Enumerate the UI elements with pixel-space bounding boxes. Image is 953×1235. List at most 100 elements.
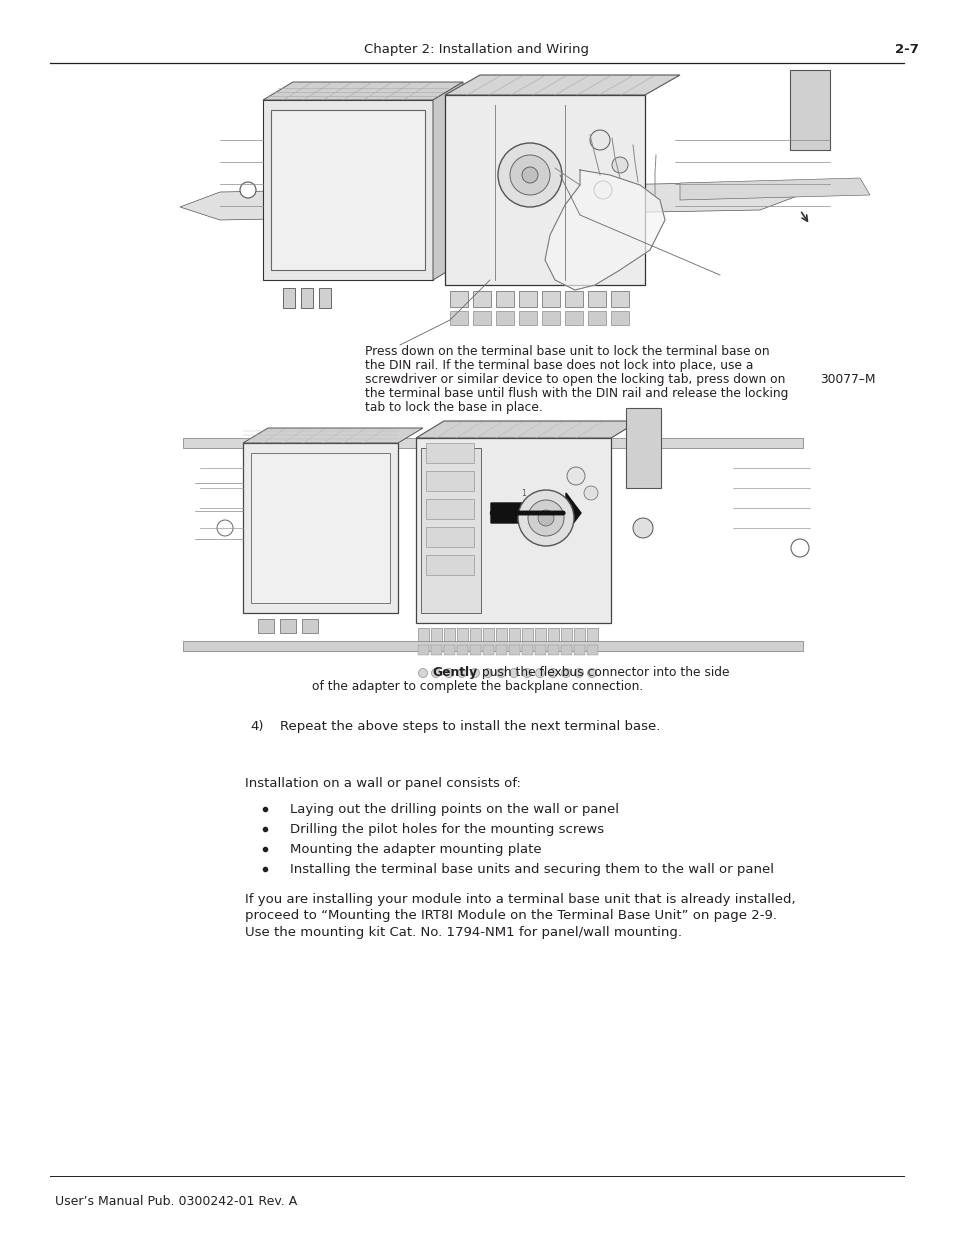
- Text: 2-7: 2-7: [894, 43, 918, 56]
- FancyBboxPatch shape: [547, 645, 558, 655]
- Polygon shape: [491, 493, 580, 534]
- FancyBboxPatch shape: [560, 645, 572, 655]
- FancyBboxPatch shape: [574, 645, 584, 655]
- FancyBboxPatch shape: [496, 645, 506, 655]
- Circle shape: [431, 668, 440, 678]
- Polygon shape: [679, 178, 869, 200]
- FancyBboxPatch shape: [257, 619, 274, 634]
- FancyBboxPatch shape: [456, 629, 468, 641]
- Text: screwdriver or similar device to open the locking tab, press down on: screwdriver or similar device to open th…: [365, 373, 784, 387]
- Text: Use the mounting kit Cat. No. 1794-NM1 for panel/wall mounting.: Use the mounting kit Cat. No. 1794-NM1 f…: [245, 926, 681, 939]
- Circle shape: [561, 668, 570, 678]
- FancyBboxPatch shape: [521, 645, 533, 655]
- Polygon shape: [416, 421, 639, 438]
- FancyBboxPatch shape: [426, 471, 474, 492]
- FancyBboxPatch shape: [509, 629, 519, 641]
- Text: 30077–M: 30077–M: [820, 373, 875, 387]
- Circle shape: [790, 538, 808, 557]
- Polygon shape: [183, 438, 802, 448]
- Circle shape: [444, 668, 453, 678]
- FancyBboxPatch shape: [302, 619, 317, 634]
- FancyBboxPatch shape: [271, 110, 424, 270]
- Text: push the flexbus connector into the side: push the flexbus connector into the side: [477, 666, 729, 679]
- Text: 1: 1: [521, 489, 526, 498]
- FancyBboxPatch shape: [444, 95, 644, 285]
- Circle shape: [548, 668, 557, 678]
- Text: Gently: Gently: [433, 666, 477, 679]
- FancyBboxPatch shape: [243, 443, 397, 613]
- Text: Drilling the pilot holes for the mounting screws: Drilling the pilot holes for the mountin…: [290, 823, 603, 836]
- Circle shape: [633, 517, 652, 538]
- FancyBboxPatch shape: [251, 453, 390, 603]
- FancyBboxPatch shape: [417, 645, 429, 655]
- FancyBboxPatch shape: [518, 311, 537, 325]
- FancyBboxPatch shape: [420, 448, 480, 613]
- FancyBboxPatch shape: [496, 291, 514, 308]
- Polygon shape: [433, 82, 462, 280]
- Circle shape: [457, 668, 466, 678]
- Circle shape: [216, 520, 233, 536]
- Text: If you are installing your module into a terminal base unit that is already inst: If you are installing your module into a…: [245, 893, 795, 906]
- FancyBboxPatch shape: [610, 291, 628, 308]
- FancyBboxPatch shape: [416, 438, 610, 622]
- FancyBboxPatch shape: [450, 311, 468, 325]
- FancyBboxPatch shape: [426, 499, 474, 519]
- Polygon shape: [544, 170, 664, 290]
- FancyBboxPatch shape: [587, 311, 605, 325]
- FancyBboxPatch shape: [610, 311, 628, 325]
- FancyBboxPatch shape: [450, 291, 468, 308]
- Polygon shape: [183, 641, 802, 651]
- FancyBboxPatch shape: [473, 311, 491, 325]
- FancyBboxPatch shape: [426, 527, 474, 547]
- FancyBboxPatch shape: [564, 291, 582, 308]
- Text: Laying out the drilling points on the wall or panel: Laying out the drilling points on the wa…: [290, 803, 618, 816]
- Circle shape: [240, 182, 255, 198]
- FancyBboxPatch shape: [586, 645, 598, 655]
- Circle shape: [589, 130, 609, 149]
- FancyBboxPatch shape: [574, 629, 584, 641]
- Circle shape: [522, 668, 531, 678]
- FancyBboxPatch shape: [535, 629, 545, 641]
- FancyBboxPatch shape: [541, 291, 559, 308]
- FancyBboxPatch shape: [560, 629, 572, 641]
- FancyBboxPatch shape: [482, 645, 494, 655]
- Circle shape: [496, 668, 505, 678]
- Circle shape: [418, 668, 427, 678]
- Circle shape: [583, 487, 598, 500]
- FancyBboxPatch shape: [417, 629, 429, 641]
- FancyBboxPatch shape: [431, 629, 441, 641]
- FancyBboxPatch shape: [301, 288, 313, 308]
- Text: the terminal base until flush with the DIN rail and release the locking: the terminal base until flush with the D…: [365, 387, 787, 400]
- Polygon shape: [263, 82, 462, 100]
- Text: Installation on a wall or panel consists of:: Installation on a wall or panel consists…: [245, 777, 520, 790]
- Circle shape: [510, 156, 550, 195]
- Circle shape: [497, 143, 561, 207]
- Polygon shape: [243, 429, 422, 443]
- FancyBboxPatch shape: [496, 311, 514, 325]
- Circle shape: [594, 182, 612, 199]
- FancyBboxPatch shape: [318, 288, 331, 308]
- FancyBboxPatch shape: [456, 645, 468, 655]
- Text: Mounting the adapter mounting plate: Mounting the adapter mounting plate: [290, 844, 541, 856]
- FancyBboxPatch shape: [789, 70, 829, 149]
- FancyBboxPatch shape: [586, 629, 598, 641]
- FancyBboxPatch shape: [283, 288, 294, 308]
- Circle shape: [566, 467, 584, 485]
- Text: Chapter 2: Installation and Wiring: Chapter 2: Installation and Wiring: [364, 43, 589, 56]
- Text: User’s Manual Pub. 0300242-01 Rev. A: User’s Manual Pub. 0300242-01 Rev. A: [55, 1195, 297, 1208]
- FancyBboxPatch shape: [587, 291, 605, 308]
- FancyBboxPatch shape: [431, 645, 441, 655]
- FancyBboxPatch shape: [496, 629, 506, 641]
- FancyBboxPatch shape: [509, 645, 519, 655]
- Circle shape: [574, 668, 583, 678]
- FancyBboxPatch shape: [280, 619, 295, 634]
- Circle shape: [521, 167, 537, 183]
- Circle shape: [527, 500, 563, 536]
- Text: the DIN rail. If the terminal base does not lock into place, use a: the DIN rail. If the terminal base does …: [365, 359, 753, 372]
- FancyBboxPatch shape: [547, 629, 558, 641]
- Text: Press down on the terminal base unit to lock the terminal base on: Press down on the terminal base unit to …: [365, 345, 769, 358]
- Circle shape: [483, 668, 492, 678]
- Circle shape: [612, 157, 627, 173]
- Circle shape: [470, 668, 479, 678]
- FancyBboxPatch shape: [470, 645, 480, 655]
